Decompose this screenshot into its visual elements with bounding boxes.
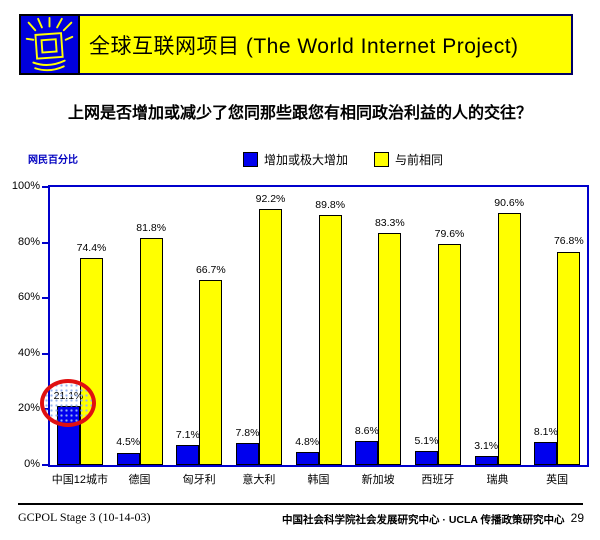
bar-value-label: 66.7% [195, 263, 226, 276]
legend-item-increase: 增加或极大增加 [243, 151, 348, 168]
bar-value-label: 4.5% [116, 436, 141, 449]
bar-increase [355, 441, 379, 465]
monitor-with-rays-icon [19, 14, 80, 75]
bar-value-label: 8.6% [354, 425, 379, 438]
y-tick-mark [42, 464, 48, 466]
bar-same [318, 215, 342, 465]
category-label: 新加坡 [361, 474, 395, 486]
bar-value-label: 7.8% [235, 427, 260, 440]
category-label: 中国12城市 [51, 474, 108, 486]
y-tick-mark [42, 241, 48, 244]
y-tick-label: 100% [11, 180, 40, 192]
slide-title: 全球互联网项目 (The World Internet Project) [89, 34, 519, 58]
y-tick-label: 0% [24, 458, 40, 470]
bar-increase [116, 452, 140, 465]
bar-value-label: 83.3% [374, 217, 405, 230]
y-tick-label: 60% [17, 291, 40, 304]
y-axis-unit-label: 网民百分比 [28, 155, 78, 166]
x-axis-category-labels: 中国12城市 德国 匈牙利 意大利 韩国 新加坡 西班牙 瑞典 英国 [50, 471, 587, 487]
bar-value-label: 7.1% [175, 429, 200, 442]
bar-value-label: 74.4% [76, 242, 107, 255]
bar-increase [295, 451, 319, 465]
bar-same [378, 233, 402, 465]
y-tick-mark [42, 297, 48, 300]
footer-divider [18, 503, 583, 505]
bar-value-label: 79.6% [434, 227, 465, 240]
y-tick-label: 80% [17, 235, 40, 248]
y-tick-label: 20% [17, 402, 40, 415]
bar-value-label: 3.1% [474, 440, 499, 453]
legend-item-same: 与前相同 [374, 151, 443, 168]
legend-swatch-increase-icon [243, 152, 258, 167]
bar-same [139, 237, 163, 465]
bar-increase [415, 450, 438, 465]
y-tick-label: 40% [17, 346, 40, 359]
page-number: 29 [570, 511, 584, 525]
bar-value-label: 81.8% [136, 221, 167, 234]
highlight-circle-annotation [40, 379, 96, 427]
bar-value-label: 8.1% [533, 426, 558, 439]
bar-value-label: 76.8% [553, 235, 584, 248]
y-axis: 0% 20% 40% 60% 80% 100% [0, 180, 48, 470]
category-label: 英国 [546, 474, 569, 486]
y-tick-mark [42, 186, 48, 188]
slide-title-banner: 全球互联网项目 (The World Internet Project) [19, 14, 573, 75]
bar-same [497, 213, 521, 465]
chart-legend: 增加或极大增加 与前相同 [243, 151, 469, 168]
legend-swatch-same-icon [374, 152, 390, 167]
bar-same [80, 258, 103, 465]
question-title: 上网是否增加或减少了您同那些跟您有相同政治利益的人的交往？ [67, 105, 532, 122]
bar-same [438, 243, 461, 465]
footer-source-left: GCPOL Stage 3 (10-14-03) [18, 510, 151, 524]
bar-same [557, 251, 581, 465]
bar-value-label: 4.8% [295, 435, 320, 448]
bar-same [199, 279, 223, 465]
plot-area: 21.1%74.4%4.5%81.8%7.1%66.7%7.8%92.2%4.8… [48, 185, 589, 467]
bar-value-label: 90.6% [494, 197, 525, 210]
bar-increase [236, 443, 259, 465]
legend-label-same: 与前相同 [395, 153, 444, 167]
category-label: 西班牙 [421, 474, 455, 486]
bar-increase [534, 442, 558, 465]
category-label: 意大利 [242, 474, 276, 486]
bar-increase [176, 445, 200, 465]
bar-same [259, 208, 282, 465]
category-label: 匈牙利 [182, 474, 216, 486]
bar-increase [474, 456, 498, 465]
category-label: 瑞典 [486, 474, 509, 486]
bar-value-label: 5.1% [414, 434, 439, 447]
y-tick-mark [42, 352, 48, 355]
category-label: 韩国 [307, 474, 330, 486]
bar-value-label: 92.2% [255, 192, 286, 205]
category-label: 德国 [128, 474, 151, 486]
bar-value-label: 89.8% [315, 199, 346, 212]
legend-label-increase: 增加或极大增加 [264, 153, 349, 167]
footer-source-center: 中国社会科学院社会发展研究中心 · UCLA 传播政策研究中心 [282, 514, 565, 526]
